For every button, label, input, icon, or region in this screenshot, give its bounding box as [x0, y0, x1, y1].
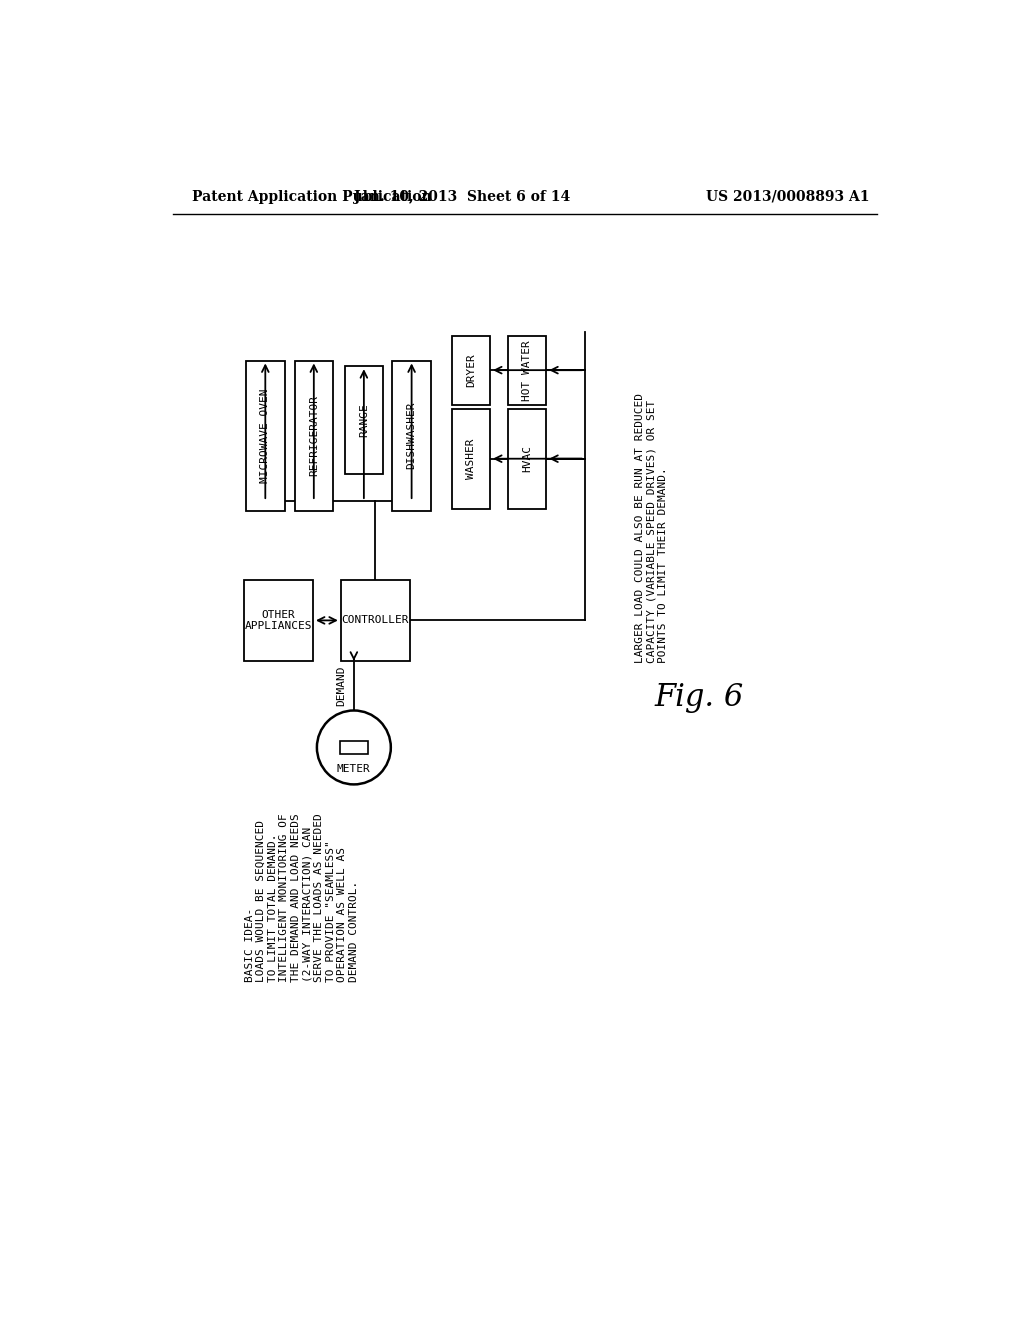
Bar: [452, 409, 490, 508]
Text: OTHER
APPLIANCES: OTHER APPLIANCES: [245, 610, 312, 631]
Text: Jan. 10, 2013  Sheet 6 of 14: Jan. 10, 2013 Sheet 6 of 14: [353, 190, 569, 203]
Circle shape: [316, 710, 391, 784]
Text: MICROWAVE OVEN: MICROWAVE OVEN: [260, 388, 270, 483]
Text: METER: METER: [337, 764, 371, 775]
Bar: [340, 742, 368, 754]
Text: Patent Application Publication: Patent Application Publication: [193, 190, 432, 203]
Bar: [345, 367, 383, 474]
Text: DRYER: DRYER: [466, 354, 476, 387]
Bar: [341, 579, 410, 661]
Text: RANGE: RANGE: [358, 404, 369, 437]
Text: HVAC: HVAC: [522, 445, 532, 473]
Text: LARGER LOAD COULD ALSO BE RUN AT REDUCED
CAPACITY (VARIABLE SPEED DRIVES) OR SET: LARGER LOAD COULD ALSO BE RUN AT REDUCED…: [635, 393, 668, 663]
Text: WASHER: WASHER: [466, 438, 476, 479]
Text: DISHWASHER: DISHWASHER: [407, 401, 417, 470]
Bar: [508, 335, 547, 405]
Bar: [246, 360, 285, 511]
Text: Fig. 6: Fig. 6: [654, 682, 743, 713]
Text: HOT WATER: HOT WATER: [522, 339, 532, 400]
Text: BASIC IDEA-
LOADS WOULD BE SEQUENCED
TO LIMIT TOTAL DEMAND.
INTELLIGENT MONITORI: BASIC IDEA- LOADS WOULD BE SEQUENCED TO …: [245, 813, 359, 982]
Bar: [508, 409, 547, 508]
Bar: [392, 360, 431, 511]
Bar: [452, 335, 490, 405]
Text: DEMAND: DEMAND: [337, 665, 346, 706]
Bar: [244, 579, 313, 661]
Text: US 2013/0008893 A1: US 2013/0008893 A1: [707, 190, 869, 203]
Text: CONTROLLER: CONTROLLER: [342, 615, 410, 626]
Bar: [295, 360, 333, 511]
Text: REFRIGERATOR: REFRIGERATOR: [309, 395, 318, 477]
